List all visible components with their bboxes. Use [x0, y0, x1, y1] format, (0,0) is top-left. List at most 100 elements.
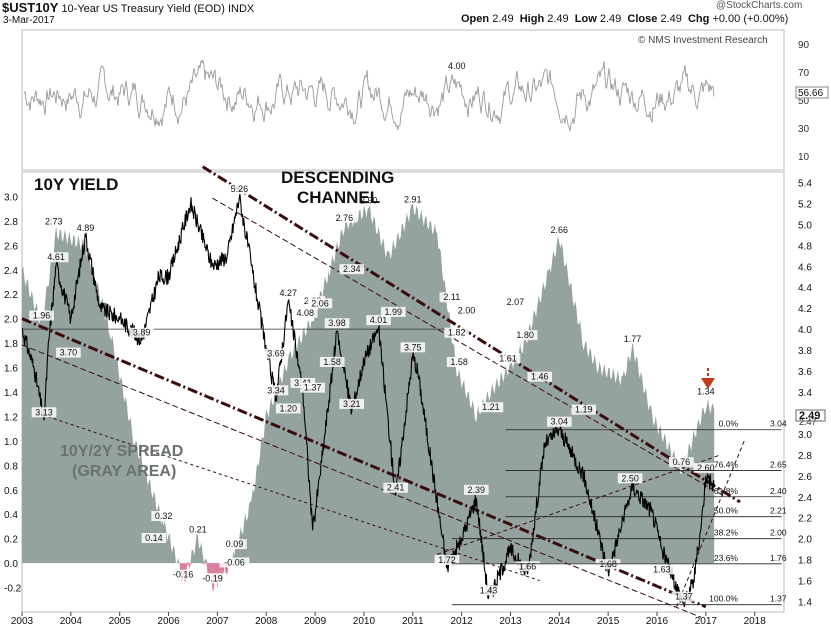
spread-value-label: 2.11 — [443, 292, 460, 302]
spread-value-label: 1.61 — [499, 353, 517, 363]
yield-title: 10Y YIELD — [34, 175, 119, 194]
spread-value-label: 2.73 — [45, 216, 63, 226]
descending-channel — [21, 165, 746, 618]
spread-value-label: 2.34 — [343, 264, 361, 274]
spread-value-label-bg — [571, 404, 597, 415]
spread-value-label-bg — [454, 305, 479, 316]
yield-value-label: 2.41 — [387, 483, 405, 493]
main-panel: 4.61 4.89 3.13 3.70 3.89 5.26 4.274.08 3.69 3.34… — [4, 61, 826, 627]
spread-value-label-bg — [446, 357, 472, 367]
yield-value-label-bg — [43, 252, 69, 263]
channel-line — [21, 317, 707, 609]
y-right-tick-label: 2.4 — [798, 493, 812, 504]
chg-value: +0.00 (+0.00%) — [712, 13, 789, 25]
yield-value-label-bg — [227, 184, 252, 195]
spread-value-label-bg — [185, 524, 211, 535]
spread-value-label-bg — [356, 195, 382, 206]
yield-value-label: 2.60 — [697, 463, 715, 473]
y-left-tick-label: 2.2 — [4, 290, 18, 301]
fib-level-value: 2.40 — [770, 486, 787, 496]
rsi-tick-label: 30 — [798, 124, 810, 135]
y-left-tick-label: 0.8 — [4, 461, 18, 472]
spread-value-label-bg — [444, 61, 470, 72]
fib-level-value: 2.21 — [770, 506, 787, 516]
spread-positive-area — [22, 201, 715, 564]
chg-label: Chg — [687, 13, 710, 25]
yield-value-label: 3.21 — [343, 399, 361, 409]
spread-value-label-bg — [222, 539, 247, 550]
yield-value-label-bg — [73, 222, 98, 233]
spread-value-label-bg — [512, 330, 538, 341]
y-right-tick-label: 3.0 — [798, 430, 812, 441]
yield-value-label: 3.70 — [60, 348, 78, 358]
spread-value-label: -0.16 — [173, 570, 194, 580]
spread-value-label-bg — [29, 310, 54, 321]
yield-value-label: 1.66 — [519, 561, 537, 571]
spread-value-label-bg — [332, 212, 357, 223]
spread-value-label: 1.82 — [448, 328, 466, 338]
yield-value-label-bg — [275, 287, 301, 298]
yield-last-value: 2.49 — [799, 410, 820, 422]
yield-value-label: 1.37 — [675, 592, 693, 602]
yield-value-label-bg — [547, 416, 572, 427]
channel-title-2: CHANNEL — [297, 188, 381, 207]
y-right-tick-label: 3.8 — [798, 346, 812, 357]
spread-value-label-bg — [400, 194, 426, 205]
spread-value-label: 2.07 — [507, 297, 525, 307]
x-tick-label: 2016 — [646, 616, 669, 627]
y-left-tick-label: 0.4 — [4, 510, 18, 521]
x-tick-label: 2005 — [109, 616, 132, 627]
spread-value-label-bg — [307, 298, 333, 309]
yield-value-label-bg — [366, 315, 391, 326]
fib-level-pct: 23.6% — [714, 553, 739, 563]
yield-value-label: 3.98 — [328, 318, 346, 328]
spread-value-label: 1.77 — [624, 334, 642, 344]
yield-value-label-bg — [649, 564, 675, 575]
y-right-tick-label: 5.2 — [798, 199, 812, 210]
x-tick-label: 2011 — [402, 616, 424, 627]
yield-value-label-bg — [515, 561, 540, 572]
y-left-tick-label: 2.6 — [4, 241, 18, 252]
yield-value-label: 4.08 — [297, 308, 315, 318]
spread-value-label: 2.06 — [311, 298, 329, 308]
y-left-tick-label: 1.0 — [4, 437, 18, 448]
yield-value-label: 2.39 — [468, 485, 486, 495]
yield-value-label: 3.75 — [404, 342, 422, 352]
spread-value-label: 1.99 — [384, 307, 402, 317]
rsi-frame — [21, 29, 785, 171]
spread-value-label: 2.00 — [458, 306, 476, 316]
y-left-tick-label: 0.0 — [4, 559, 18, 570]
yield-value-label: 3.34 — [267, 385, 285, 395]
fib-level-value: 2.00 — [770, 528, 787, 538]
channel-line — [21, 344, 702, 618]
close-value: 2.49 — [660, 13, 682, 25]
chart-title: $UST10Y 10-Year US Treasury Yield (EOD) … — [2, 0, 254, 15]
y-right-tick-label: 2.2 — [798, 514, 812, 525]
spread-value-label-bg — [300, 382, 325, 393]
yield-value-label-bg — [693, 462, 719, 473]
yield-value-label-bg — [383, 482, 408, 493]
yield-value-label: 1.63 — [653, 564, 671, 574]
fib-level-value: 1.37 — [770, 594, 787, 604]
spread-value-label-bg — [620, 333, 645, 344]
yield-value-label-bg — [463, 484, 489, 495]
rsi-tick-label: 50 — [798, 96, 810, 107]
yield-value-label: 1.43 — [480, 585, 498, 595]
x-tick-label: 2015 — [597, 616, 620, 627]
channel-line — [437, 454, 721, 555]
spread-value-label: 4.00 — [448, 61, 466, 71]
y-left-tick-label: 3.0 — [4, 192, 18, 203]
high-value: 2.49 — [547, 13, 569, 25]
spread-value-label: 2.91 — [404, 194, 422, 204]
fib-level-value: 3.04 — [770, 419, 787, 429]
spread-value-label-bg — [168, 569, 199, 580]
fib-level-value: 1.76 — [770, 553, 787, 563]
yield-value-label-bg — [31, 407, 57, 418]
spread-value-label-bg — [319, 357, 345, 367]
yield-value-label-bg — [476, 585, 501, 596]
fibonacci-levels: 0.0% 3.04 76.4% 2.65 61.8% 2.40 50.0% 2.21 38.2%… — [451, 419, 787, 606]
rsi-last-badge — [795, 86, 829, 99]
y-right-tick-label: 1.8 — [798, 556, 812, 567]
y-right-tick-label: 2.0 — [798, 535, 812, 546]
spread-value-label-bg — [339, 264, 365, 275]
